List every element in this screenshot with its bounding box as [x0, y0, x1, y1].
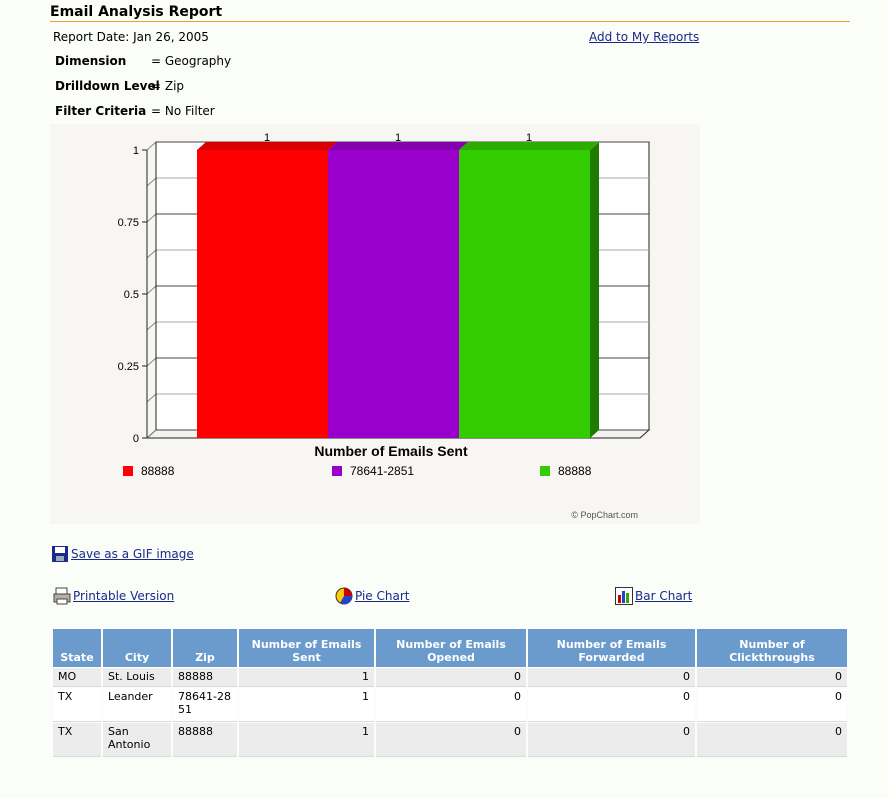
bar-top [459, 142, 599, 150]
cell-city: San Antonio [103, 723, 171, 757]
cell-emails-forwarded: 0 [528, 723, 695, 757]
header-clickthroughs: Number of Clickthroughs [697, 629, 847, 667]
cell-clickthroughs: 0 [697, 668, 847, 687]
cell-emails-forwarded: 0 [528, 668, 695, 687]
page-title: Email Analysis Report [50, 4, 850, 22]
cell-emails-opened: 0 [376, 668, 526, 687]
bar-chart: 1 0.75 0.5 0.25 0 1 1 1 Number of Emails Sent 888… [50, 124, 700, 524]
bar-data-label: 1 [526, 132, 532, 144]
dimension-value: = Geography [151, 54, 232, 68]
chart-gridline-side [146, 393, 157, 403]
save-gif-link[interactable]: Save as a GIF image [71, 547, 194, 561]
cell-clickthroughs: 0 [697, 688, 847, 722]
cell-state: TX [53, 723, 101, 757]
printer-icon [53, 587, 71, 605]
save-gif-tool[interactable]: Save as a GIF image [51, 545, 194, 563]
cell-city: St. Louis [103, 668, 171, 687]
bar-side [590, 142, 599, 438]
printable-version-tool[interactable]: Printable Version [53, 587, 174, 605]
filter-value: = No Filter [151, 104, 215, 118]
table-header-row: State City Zip Number of Emails Sent Num… [53, 629, 847, 667]
legend-swatch [123, 466, 133, 476]
dimension-label: Dimension [55, 54, 127, 68]
y-tick-label: 1 [133, 145, 139, 157]
y-tick-label: 0.25 [118, 361, 139, 373]
bar-top [197, 142, 337, 150]
bar-top [328, 142, 468, 150]
bar [459, 150, 590, 438]
cell-zip: 78641-2851 [173, 688, 237, 722]
cell-emails-opened: 0 [376, 723, 526, 757]
cell-emails-sent: 1 [239, 723, 374, 757]
drilldown-label: Drilldown Level [55, 79, 160, 93]
cell-state: MO [53, 668, 101, 687]
header-zip: Zip [173, 629, 237, 667]
chart-gridline-side [146, 285, 157, 295]
chart-gridline-side [146, 213, 157, 223]
cell-city: Leander [103, 688, 171, 722]
chart-gridline-side [146, 357, 157, 367]
y-tick-label: 0.75 [118, 217, 139, 229]
filter-label: Filter Criteria [55, 104, 147, 118]
floppy-disk-icon [51, 545, 69, 563]
drilldown-value: = Zip [151, 79, 185, 93]
bar-chart-link[interactable]: Bar Chart [635, 589, 693, 603]
x-axis-label: Number of Emails Sent [314, 443, 468, 459]
cell-emails-opened: 0 [376, 688, 526, 722]
bar-chart-tool[interactable]: Bar Chart [615, 587, 692, 605]
pie-chart-icon [335, 587, 353, 605]
cell-emails-sent: 1 [239, 668, 374, 687]
cell-clickthroughs: 0 [697, 723, 847, 757]
bar-chart-svg: 1 0.75 0.5 0.25 0 1 1 1 Number of Emails Sent 888… [118, 132, 651, 520]
header-emails-sent: Number of Emails Sent [239, 629, 374, 667]
printable-version-link[interactable]: Printable Version [73, 589, 175, 603]
bar [197, 150, 328, 438]
y-tick-label: 0 [133, 433, 139, 445]
pie-chart-tool[interactable]: Pie Chart [335, 587, 409, 605]
y-tick-label: 0.5 [124, 289, 139, 301]
chart-gridline-side [146, 141, 157, 151]
report-date: Report Date: Jan 26, 2005 [53, 30, 209, 44]
chart-gridline-side [146, 249, 157, 259]
chart-gridline-side [146, 429, 157, 439]
cell-emails-sent: 1 [239, 688, 374, 722]
bar [328, 150, 459, 438]
chart-credit: © PopChart.com [571, 510, 638, 520]
bar-data-label: 1 [264, 132, 270, 144]
legend-label: 78641-2851 [350, 464, 414, 478]
legend-label: 88888 [558, 464, 592, 478]
table-row: TX San Antonio 88888 1 0 0 0 [53, 723, 847, 757]
add-to-my-reports-link[interactable]: Add to My Reports [589, 30, 700, 44]
chart-gridline-side [146, 177, 157, 187]
cell-state: TX [53, 688, 101, 722]
cell-zip: 88888 [173, 668, 237, 687]
pie-chart-link[interactable]: Pie Chart [355, 589, 410, 603]
header-emails-opened: Number of Emails Opened [376, 629, 526, 667]
data-table: State City Zip Number of Emails Sent Num… [51, 628, 849, 758]
table-row: TX Leander 78641-2851 1 0 0 0 [53, 688, 847, 722]
chart-gridline-side [146, 321, 157, 331]
header-city: City [103, 629, 171, 667]
table-row: MO St. Louis 88888 1 0 0 0 [53, 668, 847, 687]
header-emails-forwarded: Number of Emails Forwarded [528, 629, 695, 667]
legend-swatch [540, 466, 550, 476]
bar-data-label: 1 [395, 132, 401, 144]
legend-swatch [332, 466, 342, 476]
legend-label: 88888 [141, 464, 175, 478]
cell-zip: 88888 [173, 723, 237, 757]
cell-emails-forwarded: 0 [528, 688, 695, 722]
bar-chart-icon [615, 587, 633, 605]
header-state: State [53, 629, 101, 667]
